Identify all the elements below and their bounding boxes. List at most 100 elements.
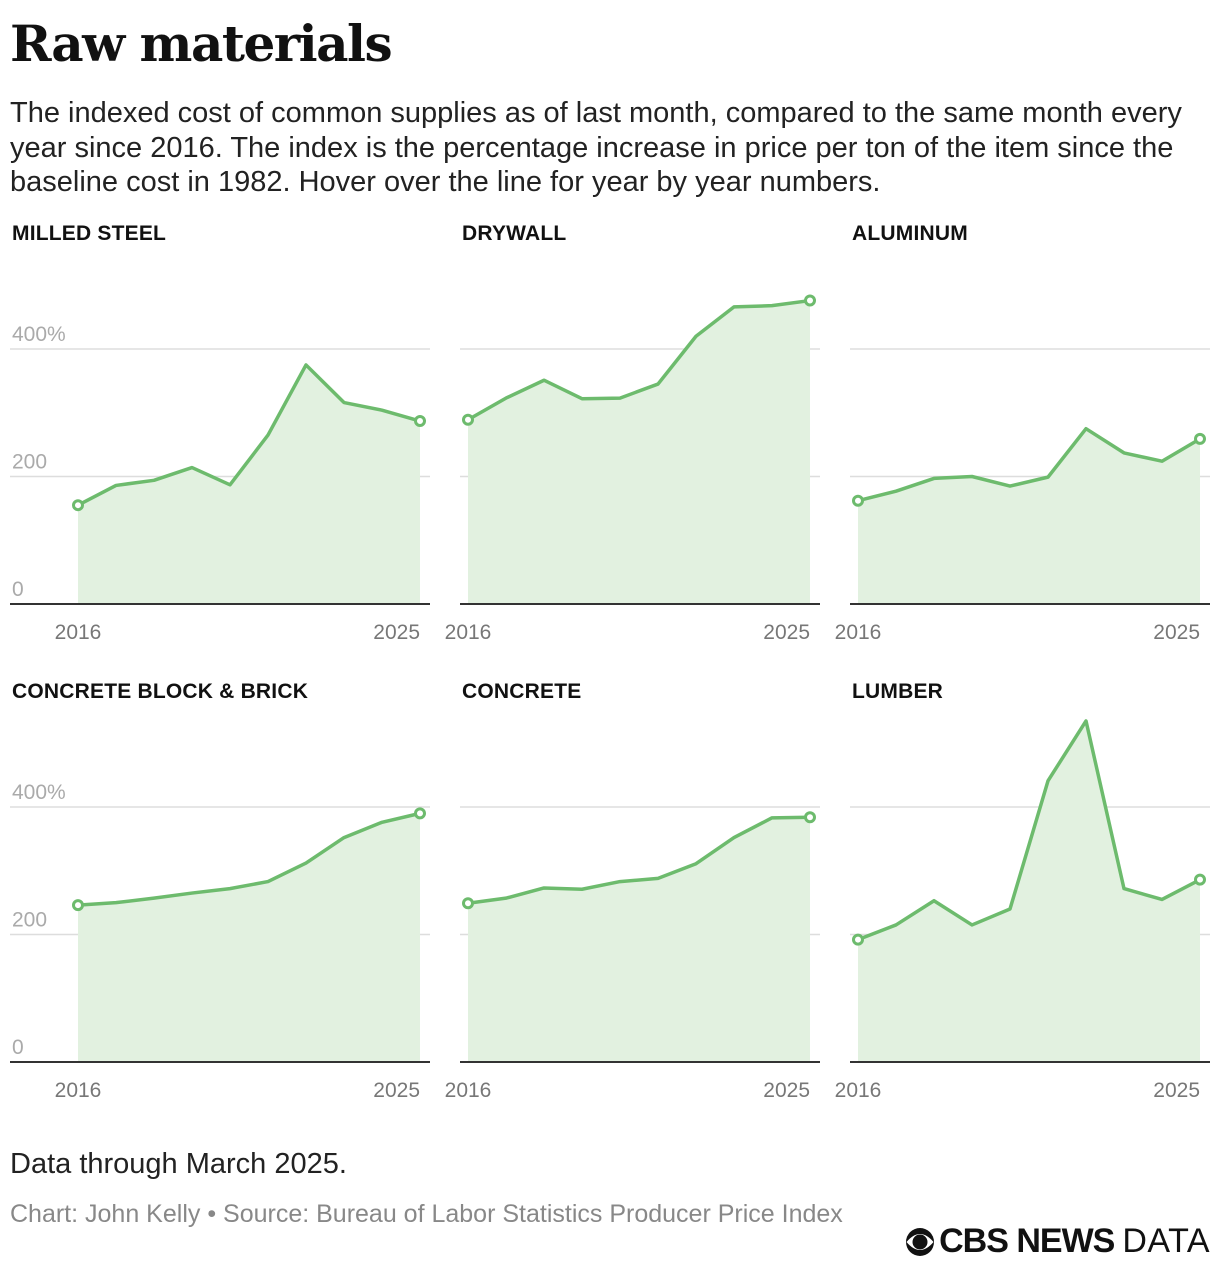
area-fill [78, 813, 420, 1062]
data-point[interactable] [148, 474, 160, 486]
y-tick-label: 400% [12, 781, 66, 804]
panel-chart[interactable]: 2016 2025 [835, 222, 1210, 652]
endpoint-marker [852, 933, 864, 946]
data-point[interactable] [224, 479, 236, 491]
small-multiple-panel: MILLED STEEL 0 200 400% 2016 2025 [10, 222, 430, 652]
data-point[interactable] [300, 359, 312, 371]
y-tick-label: 400% [12, 323, 66, 346]
data-point[interactable] [262, 429, 274, 441]
area-fill [468, 300, 810, 604]
data-point[interactable] [500, 392, 512, 404]
data-point[interactable] [966, 471, 978, 483]
series-line [467, 298, 811, 422]
chart-subtitle: The indexed cost of common supplies as o… [10, 97, 1182, 198]
x-tick-label: 2025 [763, 1079, 810, 1102]
panel-chart[interactable]: 0 200 400% 2016 2025 [10, 222, 430, 652]
panel-title: LUMBER [852, 680, 944, 703]
data-point[interactable] [928, 895, 940, 907]
data-point[interactable] [110, 479, 122, 491]
data-point[interactable] [652, 378, 664, 390]
series-line [857, 426, 1201, 503]
panel-chart[interactable]: 0 200 400% 2016 2025 [10, 680, 430, 1110]
x-tick-label: 2025 [763, 621, 810, 644]
data-note: Data through March 2025. [10, 1148, 347, 1180]
small-multiple-panel: CONCRETE BLOCK & BRICK 0 200 400% 2016 2025 [10, 680, 430, 1110]
data-point[interactable] [614, 876, 626, 888]
area-fill [78, 364, 420, 604]
panel-chart[interactable]: 2016 2025 [445, 222, 820, 652]
data-point[interactable] [1042, 471, 1054, 483]
x-tick-label: 2025 [1153, 621, 1200, 644]
data-point[interactable] [148, 892, 160, 904]
data-point[interactable] [262, 876, 274, 888]
data-point[interactable] [614, 392, 626, 404]
y-tick-label: 200 [12, 451, 47, 474]
data-point[interactable] [966, 919, 978, 931]
data-point[interactable] [110, 897, 122, 909]
small-multiple-panel: ALUMINUM 2016 2025 [835, 222, 1210, 652]
data-point[interactable] [538, 374, 550, 386]
series-line [77, 811, 421, 907]
data-point[interactable] [376, 404, 388, 416]
data-point[interactable] [1042, 775, 1054, 787]
series-line [857, 719, 1201, 942]
endpoint-marker [804, 811, 816, 824]
data-point[interactable] [728, 301, 740, 313]
data-point[interactable] [928, 472, 940, 484]
data-point[interactable] [1004, 903, 1016, 915]
panel-title: ALUMINUM [852, 222, 968, 245]
area-fill [858, 428, 1200, 604]
y-tick-label: 0 [12, 578, 24, 601]
data-point[interactable] [376, 816, 388, 828]
x-tick-label: 2016 [835, 1079, 882, 1102]
logo-brand: CBS NEWS [939, 1222, 1115, 1260]
data-point[interactable] [890, 485, 902, 497]
data-point[interactable] [1118, 883, 1130, 895]
data-point[interactable] [1004, 480, 1016, 492]
data-point[interactable] [576, 393, 588, 405]
x-tick-label: 2016 [55, 1079, 102, 1102]
data-point[interactable] [338, 397, 350, 409]
data-point[interactable] [1156, 455, 1168, 467]
endpoint-marker [852, 494, 864, 507]
data-point[interactable] [538, 882, 550, 894]
data-point[interactable] [766, 300, 778, 312]
data-point[interactable] [576, 883, 588, 895]
data-point[interactable] [300, 857, 312, 869]
data-point[interactable] [186, 462, 198, 474]
x-tick-label: 2016 [445, 1079, 492, 1102]
x-tick-label: 2025 [373, 621, 420, 644]
x-tick-label: 2016 [445, 621, 492, 644]
data-point[interactable] [690, 858, 702, 870]
data-point[interactable] [690, 330, 702, 342]
data-point[interactable] [728, 832, 740, 844]
area-fill [858, 720, 1200, 1062]
small-multiple-panel: CONCRETE 2016 2025 [445, 680, 820, 1110]
data-point[interactable] [1118, 447, 1130, 459]
x-tick-label: 2025 [1153, 1079, 1200, 1102]
data-point[interactable] [652, 872, 664, 884]
cbs-news-data-logo: CBS NEWS DATA [905, 1222, 1210, 1261]
data-point[interactable] [1156, 893, 1168, 905]
endpoint-marker [1194, 873, 1206, 886]
endpoint-marker [462, 413, 474, 426]
data-point[interactable] [890, 919, 902, 931]
data-point[interactable] [338, 832, 350, 844]
panel-chart[interactable]: 2016 2025 [835, 680, 1210, 1110]
data-point[interactable] [766, 812, 778, 824]
x-tick-label: 2016 [55, 621, 102, 644]
panel-title: CONCRETE [462, 680, 582, 703]
panel-title: MILLED STEEL [12, 222, 167, 245]
panel-title: CONCRETE BLOCK & BRICK [12, 680, 309, 703]
data-point[interactable] [1080, 423, 1092, 435]
data-point[interactable] [186, 887, 198, 899]
series-line [467, 815, 811, 905]
cbs-eye-icon [906, 1227, 935, 1256]
series-line [77, 363, 421, 507]
data-point[interactable] [500, 892, 512, 904]
chart-title: Raw materials [10, 14, 393, 73]
data-point[interactable] [224, 883, 236, 895]
data-point[interactable] [1080, 715, 1092, 727]
logo-suffix: DATA [1122, 1222, 1210, 1260]
panel-chart[interactable]: 2016 2025 [445, 680, 820, 1110]
